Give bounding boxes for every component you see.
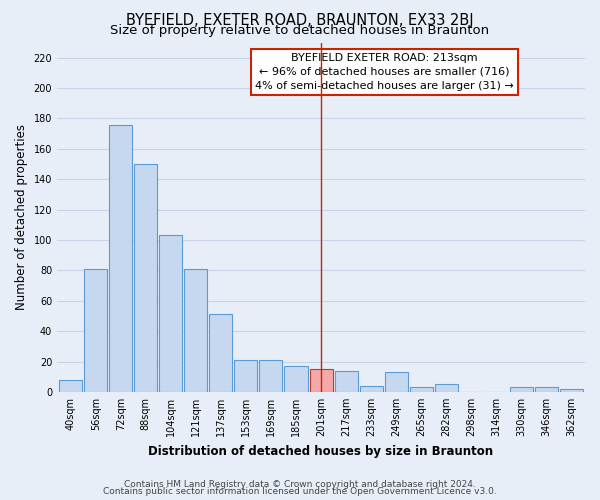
Bar [410, 388, 433, 392]
Bar [134, 164, 157, 392]
Text: BYEFIELD, EXETER ROAD, BRAUNTON, EX33 2BJ: BYEFIELD, EXETER ROAD, BRAUNTON, EX33 2B… [126, 12, 474, 28]
Text: Contains HM Land Registry data © Crown copyright and database right 2024.: Contains HM Land Registry data © Crown c… [124, 480, 476, 489]
Bar [535, 388, 558, 392]
Bar [434, 384, 458, 392]
Bar [184, 269, 208, 392]
Text: Size of property relative to detached houses in Braunton: Size of property relative to detached ho… [110, 24, 490, 37]
Bar [335, 370, 358, 392]
Bar [160, 236, 182, 392]
Bar [509, 388, 533, 392]
Bar [235, 360, 257, 392]
Bar [59, 380, 82, 392]
Bar [259, 360, 283, 392]
Bar [209, 314, 232, 392]
Bar [385, 372, 407, 392]
Text: BYEFIELD EXETER ROAD: 213sqm
← 96% of detached houses are smaller (716)
4% of se: BYEFIELD EXETER ROAD: 213sqm ← 96% of de… [255, 53, 514, 91]
Bar [560, 389, 583, 392]
Bar [284, 366, 308, 392]
Bar [359, 386, 383, 392]
Bar [85, 269, 107, 392]
Bar [310, 369, 332, 392]
Y-axis label: Number of detached properties: Number of detached properties [15, 124, 28, 310]
X-axis label: Distribution of detached houses by size in Braunton: Distribution of detached houses by size … [148, 444, 494, 458]
Bar [109, 124, 133, 392]
Text: Contains public sector information licensed under the Open Government Licence v3: Contains public sector information licen… [103, 487, 497, 496]
